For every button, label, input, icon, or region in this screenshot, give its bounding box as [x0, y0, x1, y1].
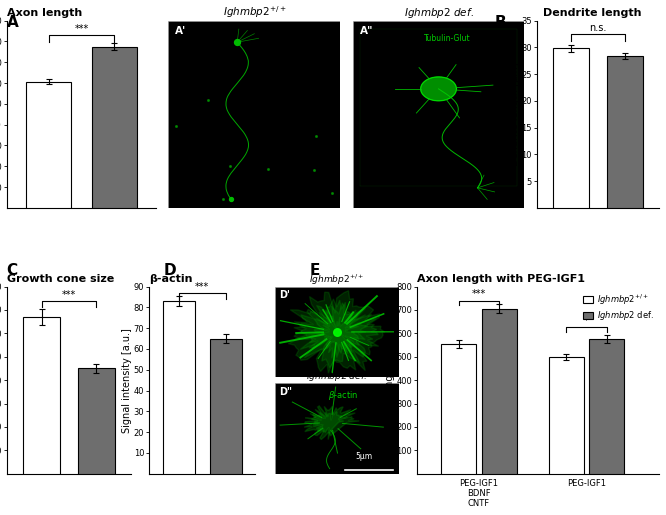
Bar — [441, 344, 476, 474]
Text: ***: *** — [195, 282, 209, 292]
Point — [311, 131, 322, 140]
Polygon shape — [421, 77, 456, 101]
Y-axis label: Signal intensity [a.u.]: Signal intensity [a.u.] — [123, 328, 133, 433]
Bar — [210, 338, 242, 474]
Text: A': A' — [175, 26, 186, 36]
Bar — [163, 301, 195, 474]
Text: C: C — [7, 263, 18, 278]
Bar — [26, 82, 71, 208]
Polygon shape — [316, 315, 359, 353]
Text: ***: *** — [75, 24, 89, 34]
Bar — [549, 357, 584, 474]
Text: ***: *** — [62, 289, 76, 300]
Bar — [589, 339, 624, 474]
Title: $\mathit{Ighmbp2}^{+/+}$: $\mathit{Ighmbp2}^{+/+}$ — [222, 5, 286, 21]
Text: B: B — [494, 15, 505, 30]
Point — [226, 195, 236, 203]
Point — [232, 38, 242, 46]
Title: $\mathit{Ighmbp2}$ def.: $\mathit{Ighmbp2}$ def. — [404, 6, 474, 21]
Text: Axon length: Axon length — [7, 8, 82, 19]
Point — [332, 328, 343, 336]
Text: Tubulin-Glut: Tubulin-Glut — [424, 33, 470, 43]
Legend: $\mathit{Ighmbp2}^{+/+}$, $\mathit{Ighmbp2}$ def.: $\mathit{Ighmbp2}^{+/+}$, $\mathit{Ighmb… — [581, 290, 655, 324]
Point — [171, 122, 182, 130]
Bar — [607, 56, 643, 208]
Text: E: E — [310, 263, 320, 278]
Point — [309, 166, 320, 174]
Text: D": D" — [280, 387, 292, 397]
Text: $\beta$-actin: $\beta$-actin — [328, 389, 358, 402]
Y-axis label: Axon length [μm]: Axon length [μm] — [385, 337, 395, 423]
Point — [217, 195, 228, 203]
Bar — [78, 368, 115, 474]
Text: β-actin: β-actin — [149, 274, 192, 284]
Text: D: D — [163, 263, 176, 278]
Polygon shape — [306, 303, 368, 358]
Title: $\mathit{Ighmbp2}^{+/+}$: $\mathit{Ighmbp2}^{+/+}$ — [309, 272, 364, 286]
Point — [203, 96, 214, 105]
Text: A": A" — [360, 26, 373, 36]
Text: Axon length with PEG-IGF1: Axon length with PEG-IGF1 — [417, 274, 585, 284]
Bar — [553, 48, 589, 208]
Text: ***: *** — [472, 289, 486, 299]
Text: n.s.: n.s. — [589, 23, 607, 33]
Point — [224, 162, 235, 170]
Text: 5μm: 5μm — [355, 452, 372, 461]
Bar — [482, 309, 517, 474]
Text: A: A — [7, 15, 19, 30]
Polygon shape — [288, 290, 385, 373]
Polygon shape — [295, 299, 379, 368]
Point — [262, 165, 273, 173]
Title: $\mathit{Ighmbp2}$ def.: $\mathit{Ighmbp2}$ def. — [306, 370, 367, 383]
Text: Dendrite length: Dendrite length — [543, 8, 641, 19]
Point — [327, 189, 338, 197]
Polygon shape — [312, 411, 348, 439]
Text: *: * — [584, 316, 589, 327]
Polygon shape — [304, 406, 359, 440]
Text: D': D' — [280, 290, 290, 300]
Y-axis label: Dendrite length [μm]: Dendrite length [μm] — [510, 62, 520, 166]
Bar — [92, 47, 137, 208]
Text: Growth cone size: Growth cone size — [7, 274, 114, 284]
Bar — [23, 317, 60, 474]
